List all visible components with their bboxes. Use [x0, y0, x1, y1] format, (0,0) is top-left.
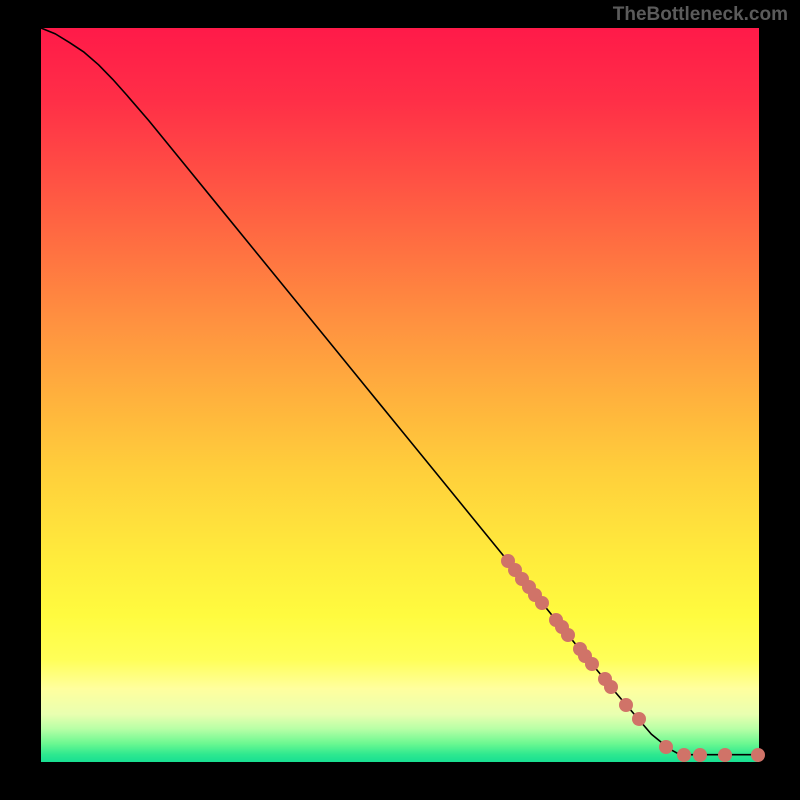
- data-marker: [535, 596, 549, 610]
- data-marker: [632, 712, 646, 726]
- data-marker: [659, 740, 673, 754]
- data-marker: [751, 748, 765, 762]
- chart-plot-area: [41, 28, 759, 762]
- data-marker: [677, 748, 691, 762]
- data-marker: [718, 748, 732, 762]
- data-marker: [561, 628, 575, 642]
- data-marker: [604, 680, 618, 694]
- watermark-text: TheBottleneck.com: [613, 4, 788, 26]
- data-marker: [585, 657, 599, 671]
- data-marker: [693, 748, 707, 762]
- data-marker: [619, 698, 633, 712]
- markers-layer: [41, 28, 759, 762]
